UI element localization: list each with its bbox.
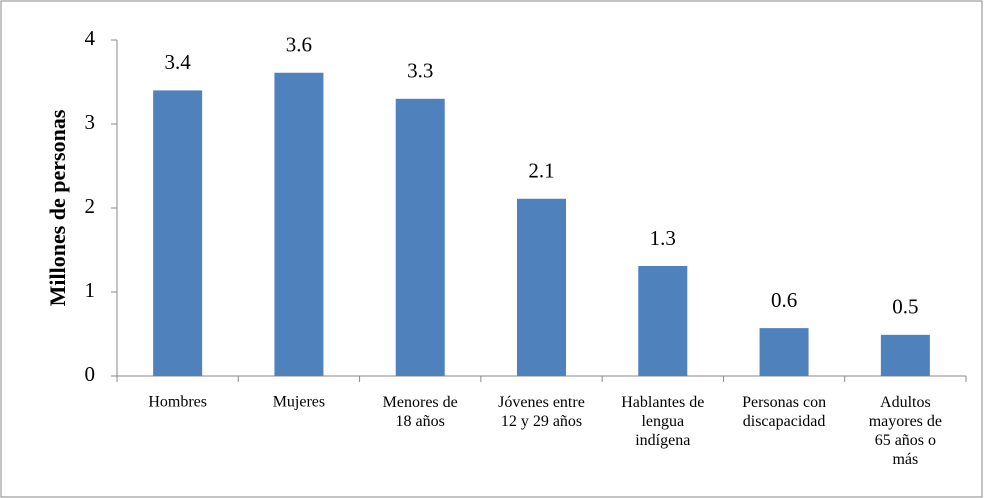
value-label: 0.6 (771, 288, 797, 312)
bar (638, 265, 688, 376)
x-tick-label: Mujeres (273, 394, 325, 411)
y-axis-label: Millones de personas (45, 109, 70, 306)
y-tick-label: 4 (85, 26, 96, 50)
bar (759, 328, 809, 376)
value-label: 3.3 (407, 59, 433, 83)
bar (395, 98, 445, 377)
value-label: 2.1 (528, 159, 554, 183)
bar (153, 90, 203, 377)
y-tick-label: 0 (85, 362, 96, 386)
x-tick-label: Hablantes de lengua indígena (621, 394, 704, 449)
value-label: 0.5 (892, 295, 918, 319)
x-tick-label: Personas con discapacidad (742, 394, 826, 430)
x-tick-label: Hombres (148, 394, 207, 411)
y-tick-label: 1 (85, 278, 96, 302)
bar (517, 198, 566, 376)
y-tick-label: 2 (85, 194, 96, 218)
x-tick-label: Menores de 18 años (383, 394, 458, 430)
y-tick-label: 3 (85, 110, 96, 134)
x-tick-label: Jóvenes entre 12 y 29 años (498, 394, 585, 430)
x-tick-label: Adultos mayores de 65 años o más (869, 394, 942, 468)
value-label: 3.4 (165, 50, 192, 74)
bar (274, 72, 324, 376)
value-label: 1.3 (650, 226, 676, 250)
bar (880, 334, 930, 376)
value-label: 3.6 (286, 33, 312, 57)
